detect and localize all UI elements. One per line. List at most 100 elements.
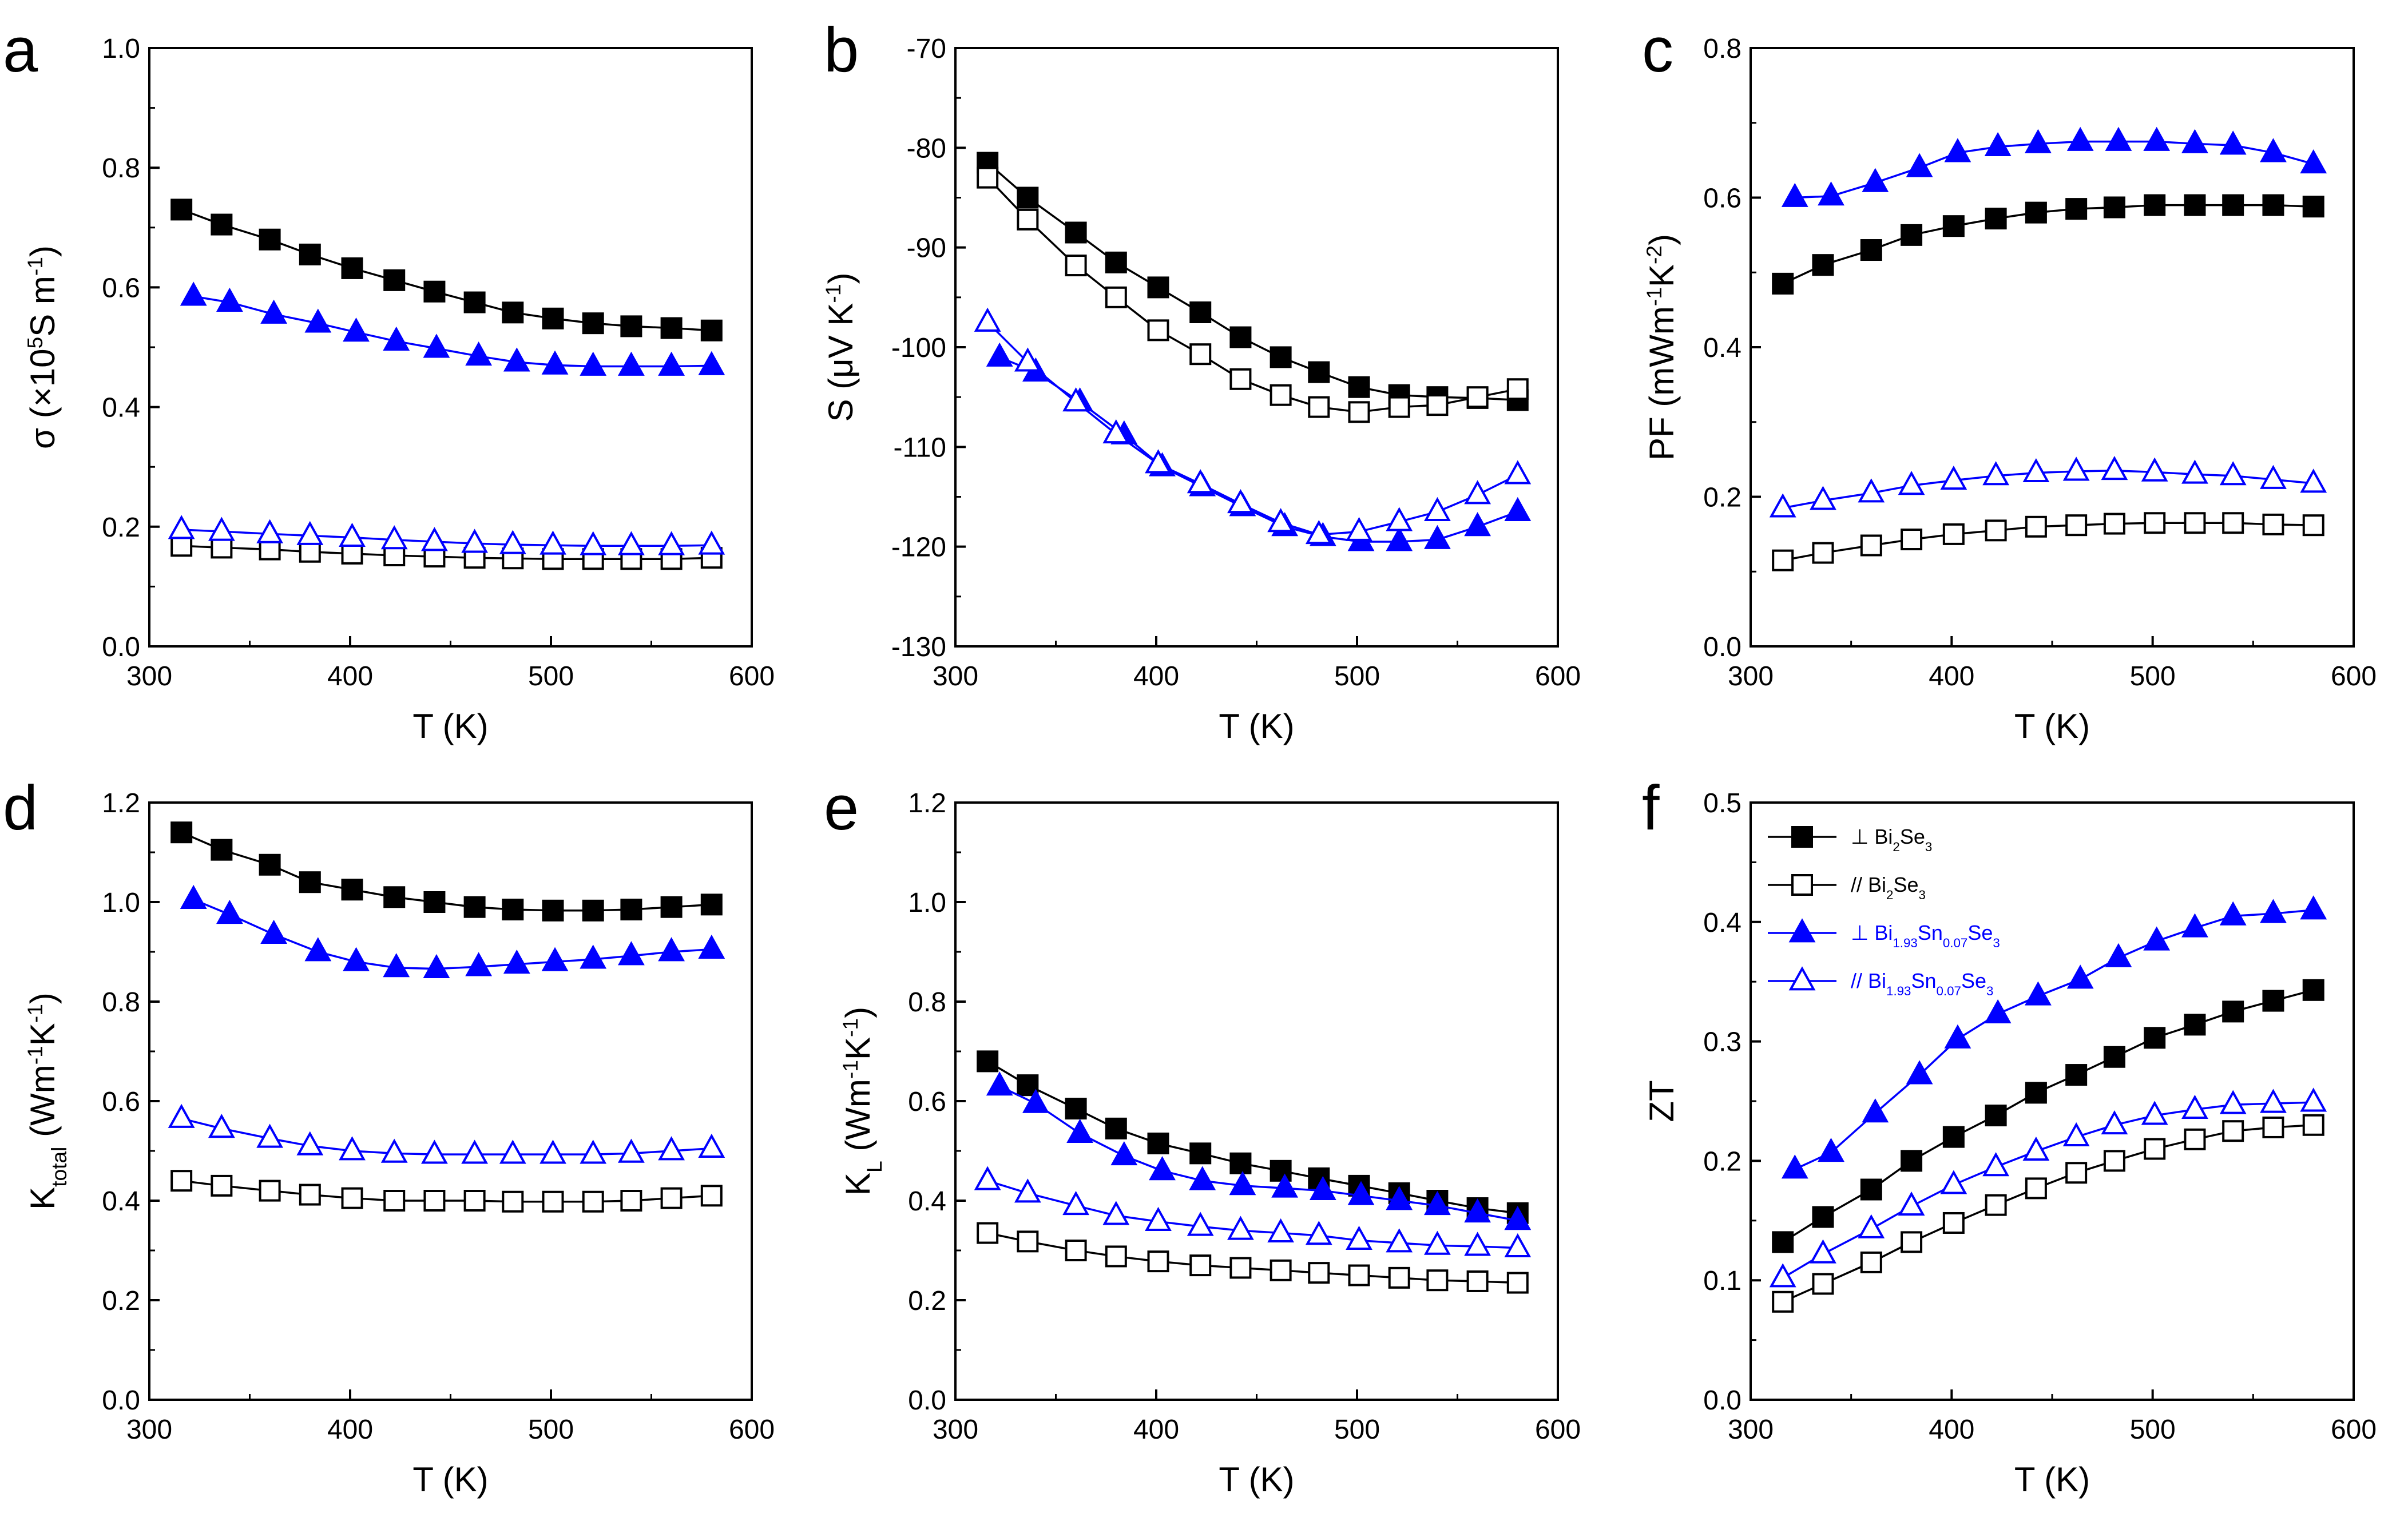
legend-label-part-1: 1.93 — [1893, 936, 1917, 950]
panel-letter: c — [1642, 15, 1673, 85]
data-point — [502, 1190, 524, 1213]
legend-label-part-1: 2 — [1886, 888, 1893, 902]
data-point — [658, 531, 685, 555]
data-point — [1985, 1105, 2007, 1127]
data-point — [1860, 534, 1882, 557]
data-point — [343, 317, 370, 342]
x-axis-title: T (K) — [412, 1460, 488, 1499]
data-point — [499, 530, 526, 554]
x-tick-label: 600 — [1535, 1415, 1581, 1445]
plot-frame — [1750, 801, 2355, 1401]
x-axis-title: T (K) — [2014, 1460, 2090, 1499]
legend-symbol: ⊥ — [1851, 921, 1874, 944]
data-point — [383, 886, 406, 908]
data-point — [423, 333, 450, 358]
series-2 — [986, 1071, 1532, 1230]
data-point — [1860, 239, 1882, 261]
panel-e: e 300 400 500 600 0.0 0.2 0.4 0.6 0.8 1.0 1.2 T (K) K… — [824, 773, 1581, 1499]
data-point — [180, 281, 207, 306]
y-tick-label: 0.8 — [1703, 34, 1741, 64]
data-point — [2025, 515, 2047, 538]
y-axis-title: KL (Wm-1K-1) — [838, 1007, 886, 1196]
legend-entry-1: // Bi2Se3 — [1768, 873, 1926, 902]
data-point — [1147, 1132, 1169, 1154]
data-point — [1065, 1098, 1087, 1120]
data-point — [1227, 489, 1254, 514]
y-tick-label: -130 — [891, 632, 946, 662]
y-axis-title-part-2: ) — [822, 272, 860, 284]
data-point — [2300, 149, 2327, 174]
data-point — [700, 893, 723, 916]
y-tick-label: -90 — [907, 233, 946, 264]
data-point — [1267, 1218, 1295, 1242]
data-point — [1982, 461, 2010, 486]
legend-label-part-3: 0.07 — [1937, 984, 1961, 998]
data-point — [1017, 1230, 1039, 1253]
data-point — [1818, 181, 1844, 206]
y-axis-title: PF (mWm-1K-2) — [1642, 234, 1681, 460]
data-point — [2260, 138, 2287, 162]
y-tick-label: 0.4 — [908, 1186, 946, 1217]
x-tick-label: 300 — [1728, 1415, 1774, 1445]
data-point — [1014, 1178, 1041, 1203]
y-axis-title-part-2: (Wm — [839, 1079, 877, 1161]
data-point — [1464, 512, 1491, 537]
data-point — [698, 530, 725, 555]
data-point — [339, 1136, 366, 1161]
data-point — [380, 525, 408, 550]
data-point — [2065, 514, 2088, 537]
plot-frame — [954, 801, 1559, 1401]
data-point — [2101, 1110, 2128, 1135]
y-tick-label: 0.2 — [1703, 1146, 1741, 1177]
y-tick-label: 0.2 — [908, 1286, 946, 1316]
y-tick-label: 0.0 — [1703, 632, 1741, 662]
data-point — [380, 1138, 408, 1163]
legend-entry-2: ⊥ Bi1.93Sn0.07Se3 — [1768, 918, 2000, 950]
data-point — [1147, 319, 1169, 341]
y-axis-title: ZT — [1643, 1080, 1681, 1122]
data-point — [1781, 182, 1808, 207]
data-point — [2025, 1082, 2047, 1104]
data-point — [1942, 1126, 1965, 1148]
y-axis-title-part-2: (Wm — [23, 1065, 62, 1146]
data-point — [2219, 901, 2247, 926]
data-point — [660, 317, 683, 339]
legend: ⊥ Bi2Se3// Bi2Se3⊥ Bi1.93Sn0.07Se3// Bi1… — [1768, 825, 2000, 998]
data-point — [2262, 194, 2284, 216]
data-point — [1308, 1262, 1330, 1284]
data-point — [343, 947, 370, 971]
data-point — [260, 919, 288, 944]
data-point — [2022, 1136, 2050, 1161]
data-point — [461, 1139, 489, 1164]
y-tick-label: 0.4 — [102, 1186, 140, 1217]
data-point — [502, 301, 524, 324]
y-tick-label: 0.2 — [102, 513, 140, 543]
data-point — [1229, 326, 1252, 348]
legend-label-part-0: Bi — [1868, 969, 1886, 992]
x-tick-label: 400 — [327, 1415, 373, 1445]
y-tick-label: 0.0 — [102, 1385, 140, 1416]
legend-label-part-3: 3 — [1925, 840, 1932, 854]
data-point — [1388, 396, 1410, 418]
data-point — [977, 166, 999, 189]
data-point — [1189, 1142, 1212, 1165]
x-axis-title: T (K) — [2014, 707, 2090, 745]
data-point — [618, 531, 645, 555]
data-point — [1466, 386, 1489, 408]
x-axis-title: T (K) — [1219, 707, 1294, 745]
data-point — [341, 1187, 363, 1209]
series-1 — [1772, 1114, 2324, 1313]
series-line — [986, 177, 1518, 414]
x-tick-label: 600 — [729, 661, 775, 692]
y-tick-label: 0.0 — [908, 1385, 946, 1416]
legend-label-part-3: 0.07 — [1943, 936, 1967, 950]
data-point — [341, 542, 363, 565]
data-point — [986, 342, 1013, 367]
series-0 — [977, 1050, 1529, 1224]
data-point — [1065, 221, 1087, 244]
data-point — [296, 1131, 324, 1155]
legend-entry-3: // Bi1.93Sn0.07Se3 — [1768, 966, 1993, 998]
data-point — [2066, 126, 2094, 151]
data-point — [2105, 943, 2132, 967]
data-point — [461, 529, 489, 553]
